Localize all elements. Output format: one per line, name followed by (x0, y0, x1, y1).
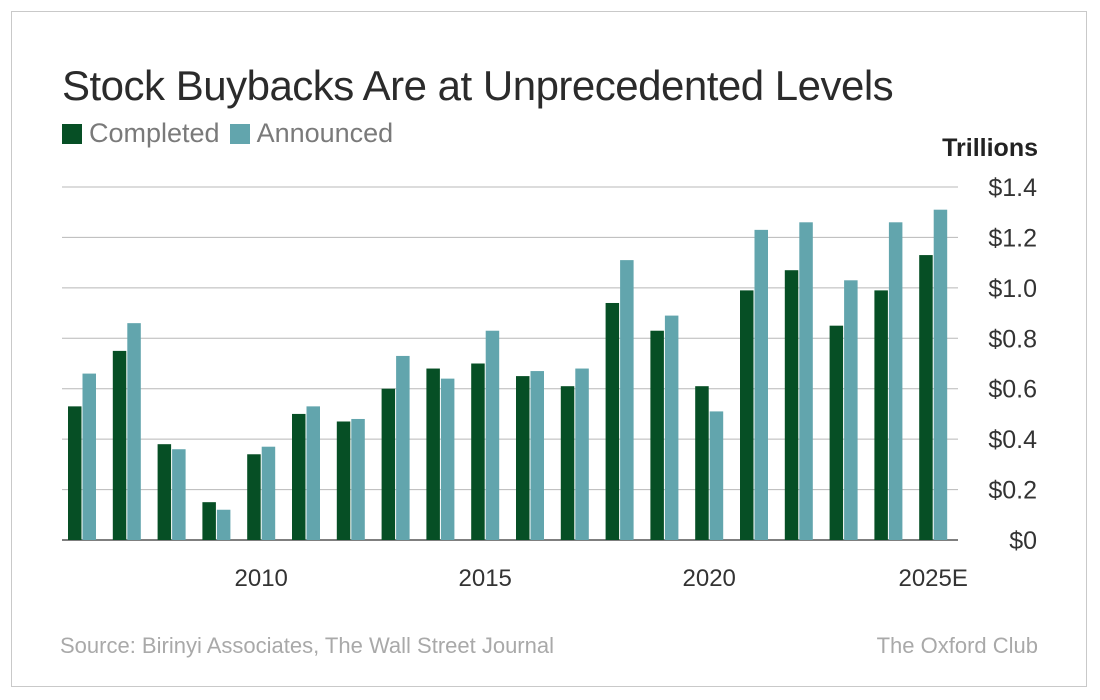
chart-title: Stock Buybacks Are at Unprecedented Leve… (62, 62, 894, 109)
bar-completed (560, 386, 575, 540)
bar-completed (695, 386, 709, 540)
x-tick-label: 2015 (459, 565, 512, 592)
bar-announced (216, 509, 231, 540)
bar-announced (844, 280, 858, 540)
legend-swatch-announced (229, 123, 250, 144)
bar-announced (306, 406, 320, 540)
chart-card (11, 11, 1087, 687)
legend-item-completed: Completed (62, 118, 220, 149)
y-tick-label: $0.2 (988, 477, 1037, 505)
bar-completed (112, 350, 127, 540)
legend-item-announced: Announced (229, 118, 394, 149)
bar-announced (799, 222, 813, 541)
x-tick-label: 2020 (683, 565, 736, 592)
bar-completed (336, 421, 351, 540)
bar-completed (68, 406, 82, 540)
y-tick-label: $0.6 (988, 376, 1037, 404)
x-tick-label: 2025E (898, 565, 967, 592)
bar-completed (919, 255, 933, 541)
bar-completed (157, 444, 172, 540)
bar-announced (351, 418, 365, 540)
bar-completed (516, 376, 530, 540)
bar-announced (396, 355, 410, 540)
bar-completed (605, 302, 620, 540)
bar-completed (784, 270, 799, 540)
bar-completed (247, 454, 261, 540)
x-tick-label: 2010 (235, 565, 288, 592)
bar-completed (292, 413, 306, 540)
legend-label-completed: Completed (89, 118, 220, 148)
legend-swatch-completed (62, 123, 82, 144)
y-axis-unit-label: Trillions (942, 134, 1038, 162)
bar-announced (82, 373, 96, 540)
y-tick-label: $0.4 (988, 426, 1037, 454)
bar-announced (530, 371, 544, 540)
y-tick-label: $0.8 (988, 325, 1037, 353)
legend-label-announced: Announced (256, 118, 394, 148)
bar-announced (172, 449, 186, 540)
bar-announced (620, 260, 634, 540)
bar-completed (381, 388, 396, 540)
bar-announced (664, 315, 679, 540)
bar-completed (202, 502, 216, 540)
bar-announced (754, 229, 768, 540)
bar-completed (471, 363, 485, 540)
bar-announced (888, 222, 903, 541)
bar-announced (440, 378, 455, 540)
bar-announced (485, 330, 500, 540)
bar-completed (650, 330, 664, 540)
bar-announced (575, 368, 589, 540)
bar-completed (829, 325, 844, 540)
brand-label: The Oxford Club (876, 633, 1038, 658)
bar-announced (709, 411, 724, 540)
y-tick-label: $1.2 (988, 224, 1037, 252)
source-note: Source: Birinyi Associates, The Wall Str… (60, 633, 554, 658)
y-tick-label: $1.0 (988, 275, 1037, 303)
bar-completed (426, 368, 440, 540)
y-tick-label: $0 (1009, 527, 1037, 555)
bar-completed (874, 290, 888, 540)
bar-completed (740, 290, 754, 540)
legend: Completed Announced (62, 118, 403, 149)
y-tick-label: $1.4 (988, 174, 1037, 202)
bar-announced (261, 446, 276, 540)
bar-announced (933, 209, 948, 540)
bar-announced (127, 323, 141, 540)
